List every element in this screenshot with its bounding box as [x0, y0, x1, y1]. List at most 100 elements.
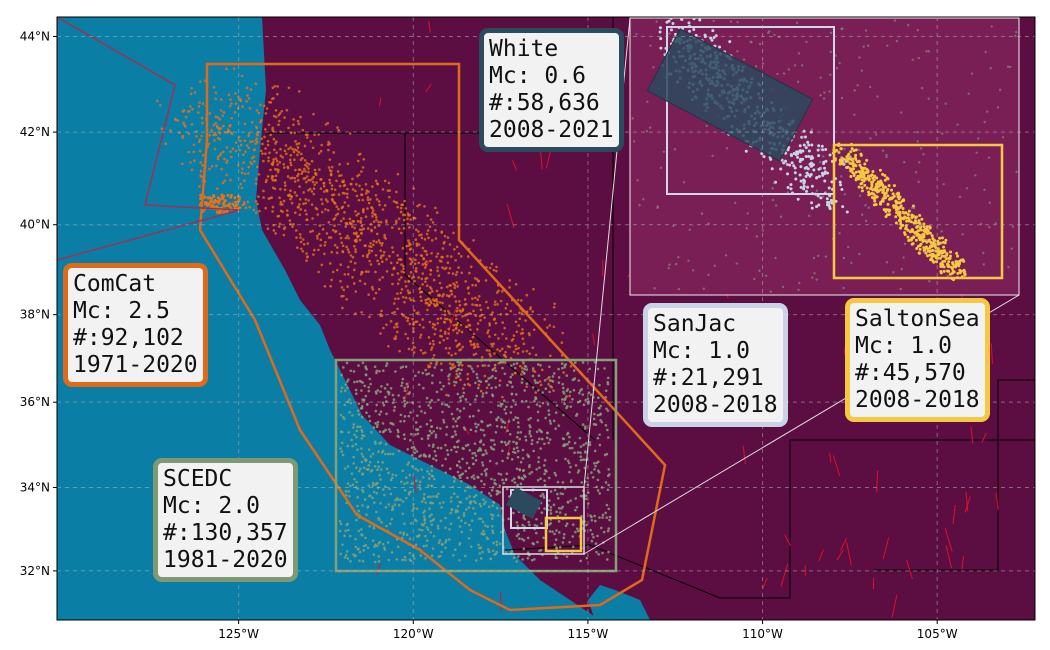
quake [433, 450, 437, 453]
quake [537, 460, 540, 464]
quake [499, 473, 503, 476]
quake [432, 443, 435, 447]
quake [915, 225, 919, 229]
quake [443, 332, 447, 335]
quake [692, 17, 696, 21]
quake [435, 360, 439, 364]
quake [898, 205, 902, 209]
quake [555, 510, 558, 514]
quake [816, 194, 820, 198]
quake [454, 339, 458, 342]
quake [491, 504, 494, 507]
quake [898, 201, 902, 205]
quake [176, 119, 180, 122]
quake [920, 86, 924, 90]
quake [476, 475, 479, 479]
quake [506, 456, 509, 460]
quake [504, 443, 508, 447]
quake [911, 58, 914, 61]
quake [436, 317, 440, 321]
quake [418, 487, 422, 491]
quake [493, 300, 497, 303]
quake [226, 128, 230, 131]
quake [406, 319, 409, 323]
quake [467, 291, 471, 295]
quake [770, 167, 774, 171]
quake [360, 224, 364, 228]
quake [414, 266, 418, 270]
quake [460, 271, 464, 275]
quake [497, 416, 500, 419]
quake [483, 483, 486, 486]
quake [829, 50, 832, 54]
quake [363, 282, 367, 286]
quake [545, 436, 549, 440]
quake [521, 558, 524, 561]
quake [496, 514, 500, 517]
quake [460, 530, 464, 534]
quake [348, 217, 352, 221]
quake [262, 159, 265, 163]
quake [758, 269, 761, 272]
quake [344, 236, 348, 240]
quake [893, 204, 897, 208]
quake [354, 290, 358, 293]
quake [466, 377, 470, 381]
quake [416, 428, 420, 431]
quake [350, 472, 354, 475]
quake [471, 462, 475, 466]
quake [381, 422, 385, 425]
quake [314, 172, 318, 175]
quake [577, 469, 581, 472]
quake [567, 461, 571, 465]
quake [394, 474, 398, 477]
quake [239, 98, 242, 101]
quake [432, 517, 436, 521]
quake [296, 206, 300, 209]
quake [651, 10, 654, 13]
quake [514, 403, 517, 406]
quake [604, 481, 608, 484]
quake [457, 329, 461, 332]
quake [210, 165, 214, 168]
quake [596, 413, 600, 417]
quake [605, 407, 608, 411]
quake [820, 171, 824, 175]
quake [460, 330, 464, 334]
quake [398, 278, 401, 281]
quake [407, 461, 411, 464]
quake [491, 368, 494, 372]
quake [341, 250, 345, 254]
quake [362, 466, 366, 470]
quake [817, 203, 821, 207]
fault [891, 594, 898, 618]
quake [597, 553, 600, 556]
quake [824, 159, 828, 163]
quake [546, 377, 549, 380]
label-line: #:21,291 [653, 365, 764, 391]
quake [549, 506, 553, 509]
quake [409, 411, 412, 414]
quake [426, 434, 430, 438]
quake [274, 174, 278, 178]
quake [589, 514, 592, 517]
quake [638, 203, 641, 207]
quake [517, 425, 520, 429]
quake [403, 389, 407, 392]
quake [553, 543, 557, 546]
quake [524, 399, 528, 403]
quake [356, 495, 359, 499]
quake [583, 458, 586, 462]
quake [838, 180, 842, 184]
quake [592, 417, 596, 421]
quake [269, 168, 272, 172]
quake [405, 533, 409, 537]
quake [276, 214, 280, 218]
quake [364, 373, 368, 376]
quake [208, 167, 211, 171]
quake [522, 514, 526, 517]
quake [551, 530, 554, 533]
quake [187, 132, 191, 136]
quake [425, 422, 429, 426]
quake [507, 420, 511, 423]
